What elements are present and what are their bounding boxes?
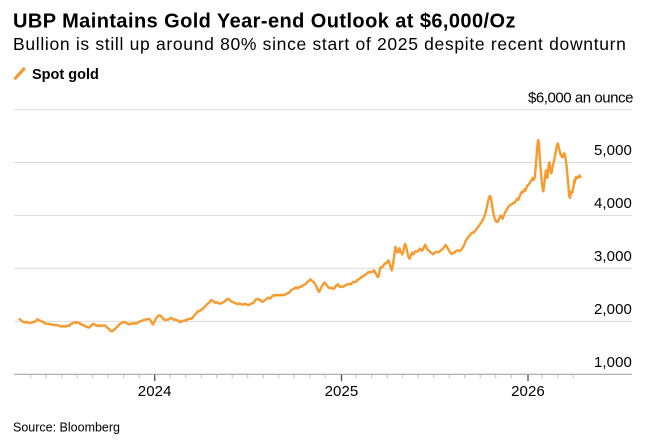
svg-text:Bullion is still up around 80%: Bullion is still up around 80% since sta… (13, 34, 627, 54)
svg-text:2026: 2026 (511, 383, 545, 400)
svg-text:Spot gold: Spot gold (32, 67, 99, 83)
svg-text:2025: 2025 (325, 383, 359, 400)
svg-text:5,000: 5,000 (594, 142, 632, 159)
svg-text:UBP Maintains Gold Year-end Ou: UBP Maintains Gold Year-end Outlook at $… (13, 11, 516, 33)
svg-text:2,000: 2,000 (594, 301, 632, 318)
svg-text:4,000: 4,000 (594, 195, 632, 212)
svg-text:$6,000 an ounce: $6,000 an ounce (528, 89, 633, 106)
svg-text:1,000: 1,000 (594, 354, 632, 371)
svg-text:2024: 2024 (138, 383, 172, 400)
svg-text:Source: Bloomberg: Source: Bloomberg (13, 421, 120, 435)
svg-text:3,000: 3,000 (594, 248, 632, 265)
